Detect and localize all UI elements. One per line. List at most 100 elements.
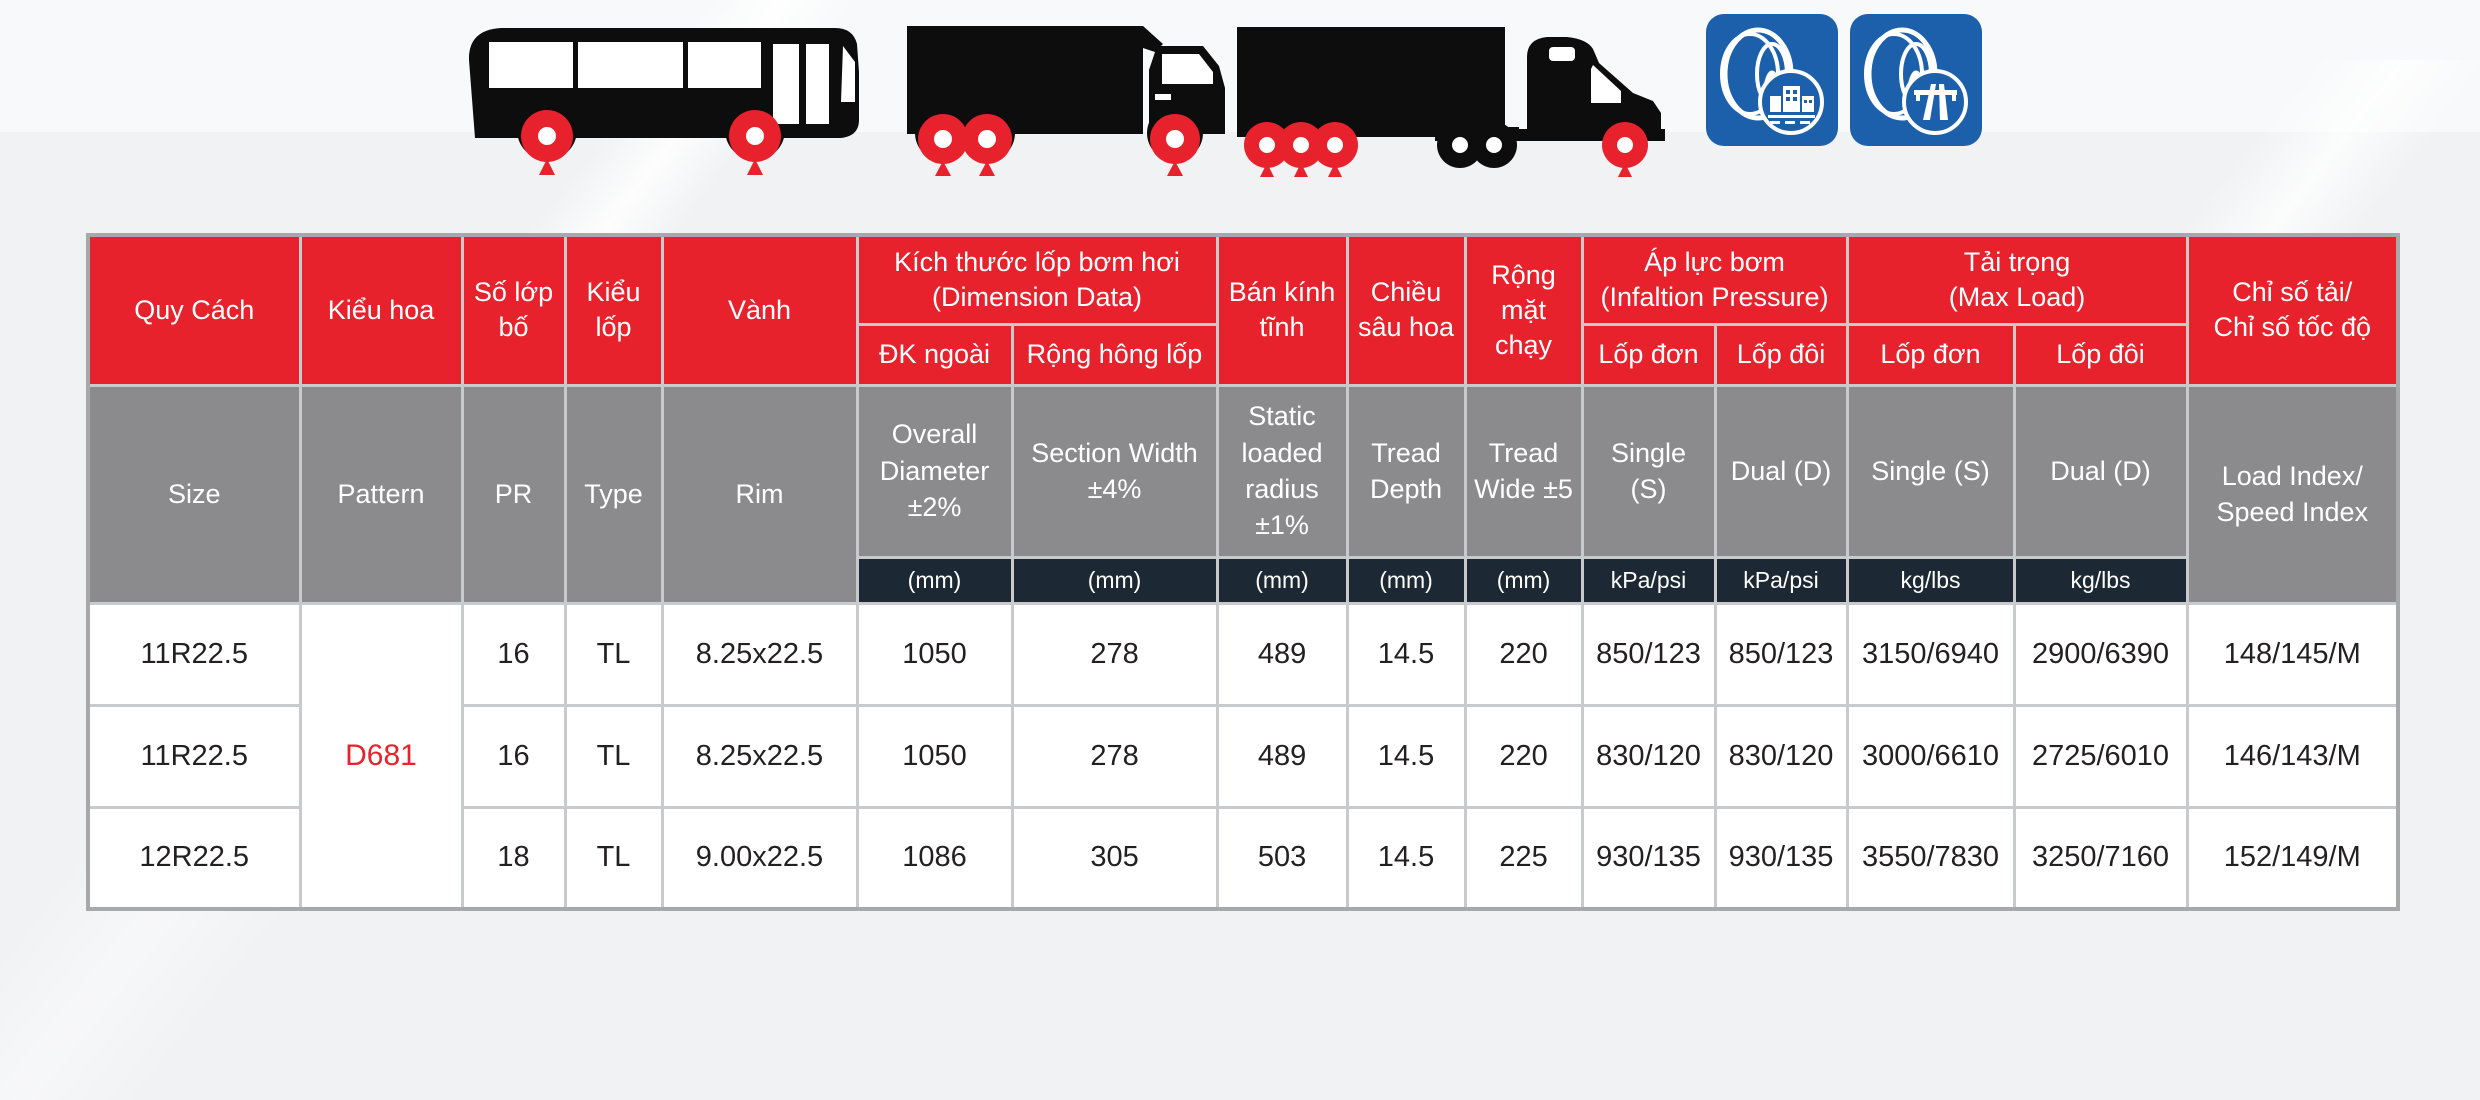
unit-press-single: kPa/psi [1580,555,1717,605]
index-vi-line1: Chỉ số tải/ [2232,277,2353,308]
col-header-size-en: Size [86,383,302,605]
col-header-pr-vi: Số lớp bố [460,233,567,387]
cell-type: TL [563,805,664,911]
cell-size: 11R22.5 [86,703,302,809]
index-en-line2: Speed Index [2216,497,2369,527]
cell-index: 146/143/M [2185,703,2400,809]
table-row: 12R22.5 18 TL 9.00x22.5 1086 305 503 14.… [86,805,2400,911]
cell-load-dual: 2725/6010 [2012,703,2189,809]
group-load-en: (Max Load) [1948,281,2086,312]
cell-od: 1050 [855,703,1014,809]
col-header-load-single-en: Single (S) [1845,383,2016,559]
col-header-sw-en: Section Width ±4% [1010,383,1219,559]
group-header-dimension: Kích thước lốp bơm hơi (Dimension Data) [855,233,1219,326]
bus-icon [455,8,875,176]
col-header-static-radius-vi: Bán kính tĩnh [1215,233,1349,387]
cell-static-radius: 489 [1215,703,1349,809]
cell-load-single: 3550/7830 [1845,805,2016,911]
cell-pr: 16 [460,601,567,707]
unit-load-single: kg/lbs [1845,555,2016,605]
cell-tread-depth: 14.5 [1345,601,1467,707]
col-header-tread-depth-en: Tread Depth [1345,383,1467,559]
unit-press-dual: kPa/psi [1713,555,1849,605]
cell-pr: 18 [460,805,567,911]
sub-header-od-vi: ĐK ngoài [855,322,1014,387]
group-header-pressure: Áp lực bơm (Infaltion Pressure) [1580,233,1849,326]
cell-press-single: 850/123 [1580,601,1717,707]
index-en-line1: Load Index/ [2221,460,2363,491]
group-load-vi: Tải trọng [1963,246,2071,277]
cell-tread-depth: 14.5 [1345,703,1467,809]
index-vi-line2: Chỉ số tốc độ [2213,312,2372,343]
cell-size: 11R22.5 [86,601,302,707]
col-header-index-vi: Chỉ số tải/ Chỉ số tốc độ [2185,233,2400,387]
sub-header-load-dual-vi: Lốp đôi [2012,322,2189,387]
cell-static-radius: 503 [1215,805,1349,911]
group-header-load: Tải trọng (Max Load) [1845,233,2189,326]
cell-load-single: 3000/6610 [1845,703,2016,809]
cell-press-dual: 930/135 [1713,805,1849,911]
group-dimension-en: (Dimension Data) [931,281,1143,312]
unit-static-radius: (mm) [1215,555,1349,605]
header-row-en: Size Pattern PR Type Rim Overall Diamete… [86,383,2400,605]
unit-od: (mm) [855,555,1014,605]
col-header-type-en: Type [563,383,664,605]
sub-header-load-single-vi: Lốp đơn [1845,322,2016,387]
cell-press-dual: 850/123 [1713,601,1849,707]
tire-spec-table: Quy Cách Kiểu hoa Số lớp bố Kiểu lốp Vàn… [86,233,2401,911]
unit-tread-depth: (mm) [1345,555,1467,605]
sub-header-press-dual-vi: Lốp đôi [1713,322,1849,387]
group-dimension-vi: Kích thước lốp bơm hơi [894,246,1180,277]
usage-badges [1706,14,1982,151]
cell-tread-depth: 14.5 [1345,805,1467,911]
cell-tread-wide: 220 [1463,601,1584,707]
unit-tread-wide: (mm) [1463,555,1584,605]
cell-sw: 278 [1010,601,1219,707]
sub-header-press-single-vi: Lốp đơn [1580,322,1717,387]
cell-press-single: 930/135 [1580,805,1717,911]
header-row-vi: Quy Cách Kiểu hoa Số lớp bố Kiểu lốp Vàn… [86,233,2400,387]
cell-pr: 16 [460,703,567,809]
city-road-tire-icon [1706,14,1838,151]
group-pressure-vi: Áp lực bơm [1644,246,1785,277]
header-row-vi-sub: ĐK ngoài Rộng hông lốp Lốp đơn Lốp đôi L… [88,322,2398,387]
unit-load-dual: kg/lbs [2012,555,2189,605]
cell-rim: 8.25x22.5 [660,703,859,809]
col-header-rim-vi: Vành [660,233,859,387]
highway-tire-icon [1850,14,1982,151]
cell-index: 152/149/M [2185,805,2400,911]
col-header-press-dual-en: Dual (D) [1713,383,1849,559]
cell-sw: 278 [1010,703,1219,809]
col-header-rim-en: Rim [660,383,859,605]
box-truck-icon [905,8,1255,176]
cell-od: 1050 [855,601,1014,707]
cell-load-dual: 2900/6390 [2012,601,2189,707]
cell-rim: 8.25x22.5 [660,601,859,707]
cell-static-radius: 489 [1215,601,1349,707]
cell-type: TL [563,703,664,809]
col-header-static-radius-en: Static loaded radius ±1% [1215,383,1349,559]
col-header-pr-en: PR [460,383,567,605]
col-header-press-single-en: Single (S) [1580,383,1717,559]
cell-press-single: 830/120 [1580,703,1717,809]
col-header-size-vi: Quy Cách [86,233,302,387]
units-row: (mm) (mm) (mm) (mm) (mm) kPa/psi kPa/psi… [88,555,2398,605]
col-header-type-vi: Kiểu lốp [563,233,664,387]
col-header-index-en: Load Index/ Speed Index [2185,383,2400,605]
cell-tread-wide: 225 [1463,805,1584,911]
cell-type: TL [563,601,664,707]
sub-header-sw-vi: Rộng hông lốp [1010,322,1219,387]
table-row: 11R22.5 16 TL 8.25x22.5 1050 278 489 14.… [86,703,2400,809]
col-header-pattern-en: Pattern [298,383,464,605]
col-header-tread-wide-vi: Rộng mặt chạy [1463,233,1584,387]
cell-od: 1086 [855,805,1014,911]
group-pressure-en: (Infaltion Pressure) [1600,281,1829,312]
semi-truck-icon [1235,5,1685,177]
cell-pattern: D681 [298,601,464,911]
col-header-load-dual-en: Dual (D) [2012,383,2189,559]
cell-sw: 305 [1010,805,1219,911]
col-header-tread-wide-en: Tread Wide ±5 [1463,383,1584,559]
table-row: 11R22.5 D681 16 TL 8.25x22.5 1050 278 48… [86,601,2400,911]
unit-sw: (mm) [1010,555,1219,605]
